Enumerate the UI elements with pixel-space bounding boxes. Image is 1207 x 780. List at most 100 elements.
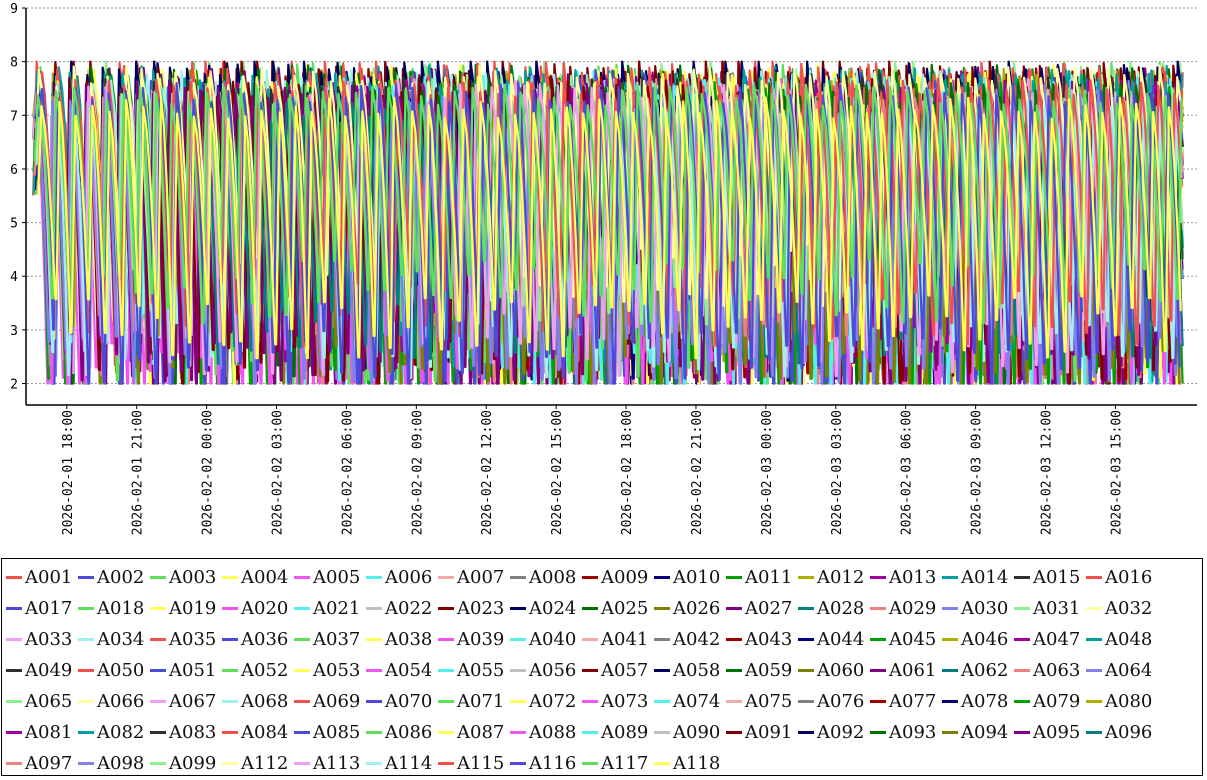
legend-swatch <box>798 669 814 672</box>
legend-swatch <box>222 731 238 734</box>
legend-swatch <box>6 638 22 641</box>
legend-label: A050 <box>97 660 145 681</box>
legend-swatch <box>78 607 94 610</box>
legend-item: A117 <box>582 748 654 779</box>
legend-item: A049 <box>6 655 78 686</box>
legend-item: A010 <box>654 562 726 593</box>
legend-swatch <box>366 731 382 734</box>
legend-label: A098 <box>97 753 145 774</box>
legend-item: A076 <box>798 686 870 717</box>
legend-swatch <box>438 700 454 703</box>
legend-label: A056 <box>529 660 577 681</box>
legend-item: A001 <box>6 562 78 593</box>
legend-label: A114 <box>385 753 433 774</box>
legend-item: A069 <box>294 686 366 717</box>
legend-label: A036 <box>241 629 289 650</box>
series-line-A118 <box>37 96 1182 360</box>
legend-item: A039 <box>438 624 510 655</box>
legend-label: A117 <box>601 753 649 774</box>
legend-swatch <box>510 762 526 765</box>
legend-item: A062 <box>942 655 1014 686</box>
legend-label: A074 <box>673 691 721 712</box>
legend-label: A039 <box>457 629 505 650</box>
legend-label: A034 <box>97 629 145 650</box>
legend-label: A069 <box>313 691 361 712</box>
legend-label: A014 <box>961 567 1009 588</box>
legend-item: A085 <box>294 717 366 748</box>
legend-swatch <box>150 638 166 641</box>
legend-label: A026 <box>673 598 721 619</box>
legend-label: A087 <box>457 722 505 743</box>
legend-item: A029 <box>870 593 942 624</box>
x-tick-label: 2026-02-02 06:00 <box>340 410 355 535</box>
legend-label: A016 <box>1105 567 1153 588</box>
legend-label: A092 <box>817 722 865 743</box>
legend-swatch <box>798 700 814 703</box>
legend-label: A096 <box>1105 722 1153 743</box>
legend-item: A007 <box>438 562 510 593</box>
legend-label: A040 <box>529 629 577 650</box>
legend-label: A025 <box>601 598 649 619</box>
y-tick-label: 2 <box>10 378 18 393</box>
legend-item: A077 <box>870 686 942 717</box>
legend-swatch <box>582 669 598 672</box>
legend-swatch <box>582 607 598 610</box>
legend-swatch <box>942 638 958 641</box>
legend-item: A093 <box>870 717 942 748</box>
legend-swatch <box>6 576 22 579</box>
legend-swatch <box>1014 576 1030 579</box>
legend-item: A094 <box>942 717 1014 748</box>
legend-label: A041 <box>601 629 649 650</box>
x-tick-label: 2026-02-02 03:00 <box>271 410 286 535</box>
legend-swatch <box>6 700 22 703</box>
legend-label: A076 <box>817 691 865 712</box>
legend-item: A020 <box>222 593 294 624</box>
legend-item: A019 <box>150 593 222 624</box>
legend-item: A091 <box>726 717 798 748</box>
legend-item: A061 <box>870 655 942 686</box>
legend-item: A072 <box>510 686 582 717</box>
legend-label: A088 <box>529 722 577 743</box>
legend-item: A017 <box>6 593 78 624</box>
legend-item: A053 <box>294 655 366 686</box>
legend-item: A014 <box>942 562 1014 593</box>
legend-item: A089 <box>582 717 654 748</box>
legend-item: A112 <box>222 748 294 779</box>
legend-label: A083 <box>169 722 217 743</box>
legend-item: A084 <box>222 717 294 748</box>
legend-swatch <box>294 700 310 703</box>
legend-label: A007 <box>457 567 505 588</box>
legend-label: A084 <box>241 722 289 743</box>
legend-label: A095 <box>1033 722 1081 743</box>
legend-swatch <box>366 607 382 610</box>
legend-label: A065 <box>25 691 73 712</box>
legend-swatch <box>726 700 742 703</box>
legend-item: A055 <box>438 655 510 686</box>
legend-label: A048 <box>1105 629 1153 650</box>
y-tick-label: 6 <box>10 163 18 178</box>
x-tick-label: 2026-02-02 15:00 <box>550 410 565 535</box>
legend-label: A055 <box>457 660 505 681</box>
legend-swatch <box>6 731 22 734</box>
legend-item: A070 <box>366 686 438 717</box>
series-line-A116 <box>37 81 1181 385</box>
legend-item: A064 <box>1086 655 1158 686</box>
legend-item: A113 <box>294 748 366 779</box>
legend-swatch <box>294 731 310 734</box>
legend-label: A002 <box>97 567 145 588</box>
legend-item: A066 <box>78 686 150 717</box>
legend-label: A013 <box>889 567 937 588</box>
legend-item: A063 <box>1014 655 1086 686</box>
legend-item: A079 <box>1014 686 1086 717</box>
legend-swatch <box>798 576 814 579</box>
legend-label: A080 <box>1105 691 1153 712</box>
legend-label: A077 <box>889 691 937 712</box>
legend-item: A090 <box>654 717 726 748</box>
y-tick-label: 3 <box>10 324 18 339</box>
legend-swatch <box>798 731 814 734</box>
legend-label: A017 <box>25 598 73 619</box>
legend-label: A003 <box>169 567 217 588</box>
legend-item: A036 <box>222 624 294 655</box>
legend-label: A081 <box>25 722 73 743</box>
legend-item: A034 <box>78 624 150 655</box>
